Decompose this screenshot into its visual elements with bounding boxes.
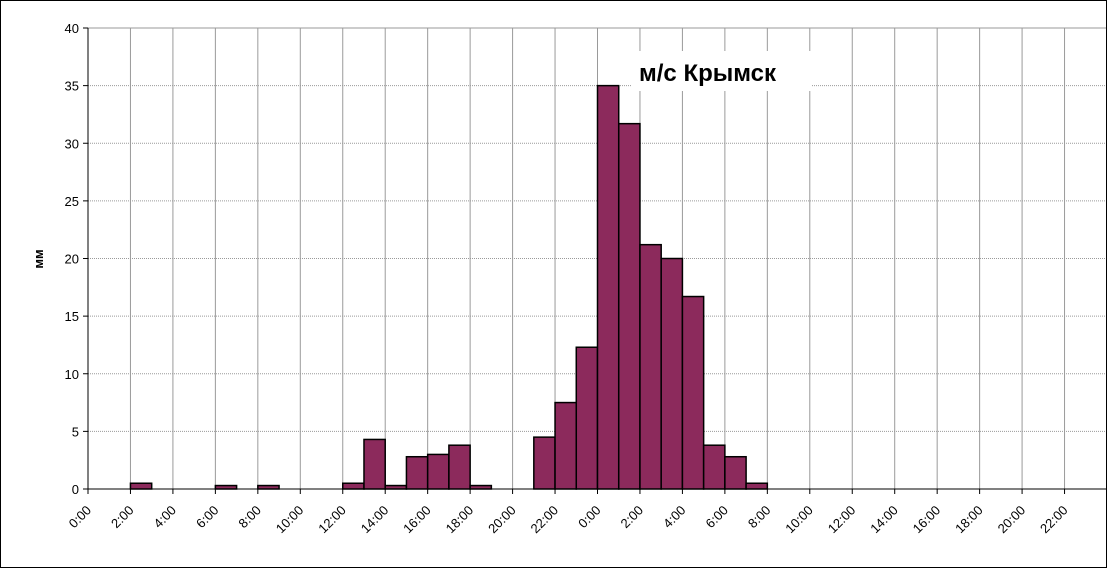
y-tick-label: 40 [65, 21, 79, 36]
axis-layer [83, 27, 1106, 494]
x-tick-label: 8:00 [745, 503, 774, 532]
x-tick-label: 6:00 [193, 503, 222, 532]
bar [702, 444, 726, 490]
x-tick-label: 12:00 [825, 503, 859, 537]
x-tick-label: 18:00 [952, 503, 986, 537]
bar [617, 122, 641, 490]
x-tick-label: 10:00 [782, 503, 816, 537]
y-tick-label: 35 [65, 79, 79, 94]
x-tick-label: 18:00 [443, 503, 477, 537]
y-tick-label: 25 [65, 194, 79, 209]
x-tick-label: 14:00 [867, 503, 901, 537]
bar [469, 484, 493, 490]
bar [533, 436, 556, 490]
bar [405, 455, 429, 490]
y-axis-label: мм [31, 249, 46, 268]
bar [448, 444, 471, 490]
x-tick-label: 22:00 [528, 503, 562, 537]
bar [681, 295, 705, 490]
x-tick-label: 2:00 [108, 503, 137, 532]
y-tick-label: 10 [65, 367, 79, 382]
bar [257, 484, 280, 490]
y-tick-label: 0 [72, 482, 79, 497]
bar [214, 484, 238, 490]
chart-title-group: м/с Крымск [631, 51, 811, 91]
chart-title-background [631, 51, 811, 91]
bar [660, 257, 684, 490]
x-tick-label: 16:00 [910, 503, 944, 537]
chart-title: м/с Крымск [639, 60, 777, 87]
y-tick-label: 30 [65, 136, 79, 151]
x-tick-label: 22:00 [1037, 503, 1071, 537]
y-tick-label: 15 [65, 309, 79, 324]
x-tick-label: 0:00 [66, 503, 95, 532]
bar [426, 453, 450, 490]
x-tick-label: 12:00 [315, 503, 349, 537]
bar [596, 84, 620, 490]
y-tick-label: 5 [72, 424, 79, 439]
bar [384, 484, 408, 490]
x-tick-label: 20:00 [995, 503, 1029, 537]
x-tick-label: 14:00 [358, 503, 392, 537]
x-tick-label: 2:00 [618, 503, 647, 532]
x-tick-label: 20:00 [485, 503, 519, 537]
bar [745, 482, 769, 490]
bar [724, 455, 747, 490]
bar [639, 243, 662, 490]
x-tick-label: 0:00 [575, 503, 604, 532]
bar [363, 438, 386, 490]
x-tick-label: 4:00 [151, 503, 180, 532]
bar [554, 401, 578, 490]
x-tick-label: 6:00 [702, 503, 731, 532]
bar-layer [129, 84, 769, 490]
bar [575, 346, 599, 490]
bar [129, 482, 153, 490]
y-tick-label: 20 [65, 252, 79, 267]
x-tick-label: 8:00 [235, 503, 264, 532]
bar [342, 482, 365, 490]
x-tick-label: 16:00 [400, 503, 434, 537]
x-tick-label: 10:00 [273, 503, 307, 537]
x-tick-label: 4:00 [660, 503, 689, 532]
